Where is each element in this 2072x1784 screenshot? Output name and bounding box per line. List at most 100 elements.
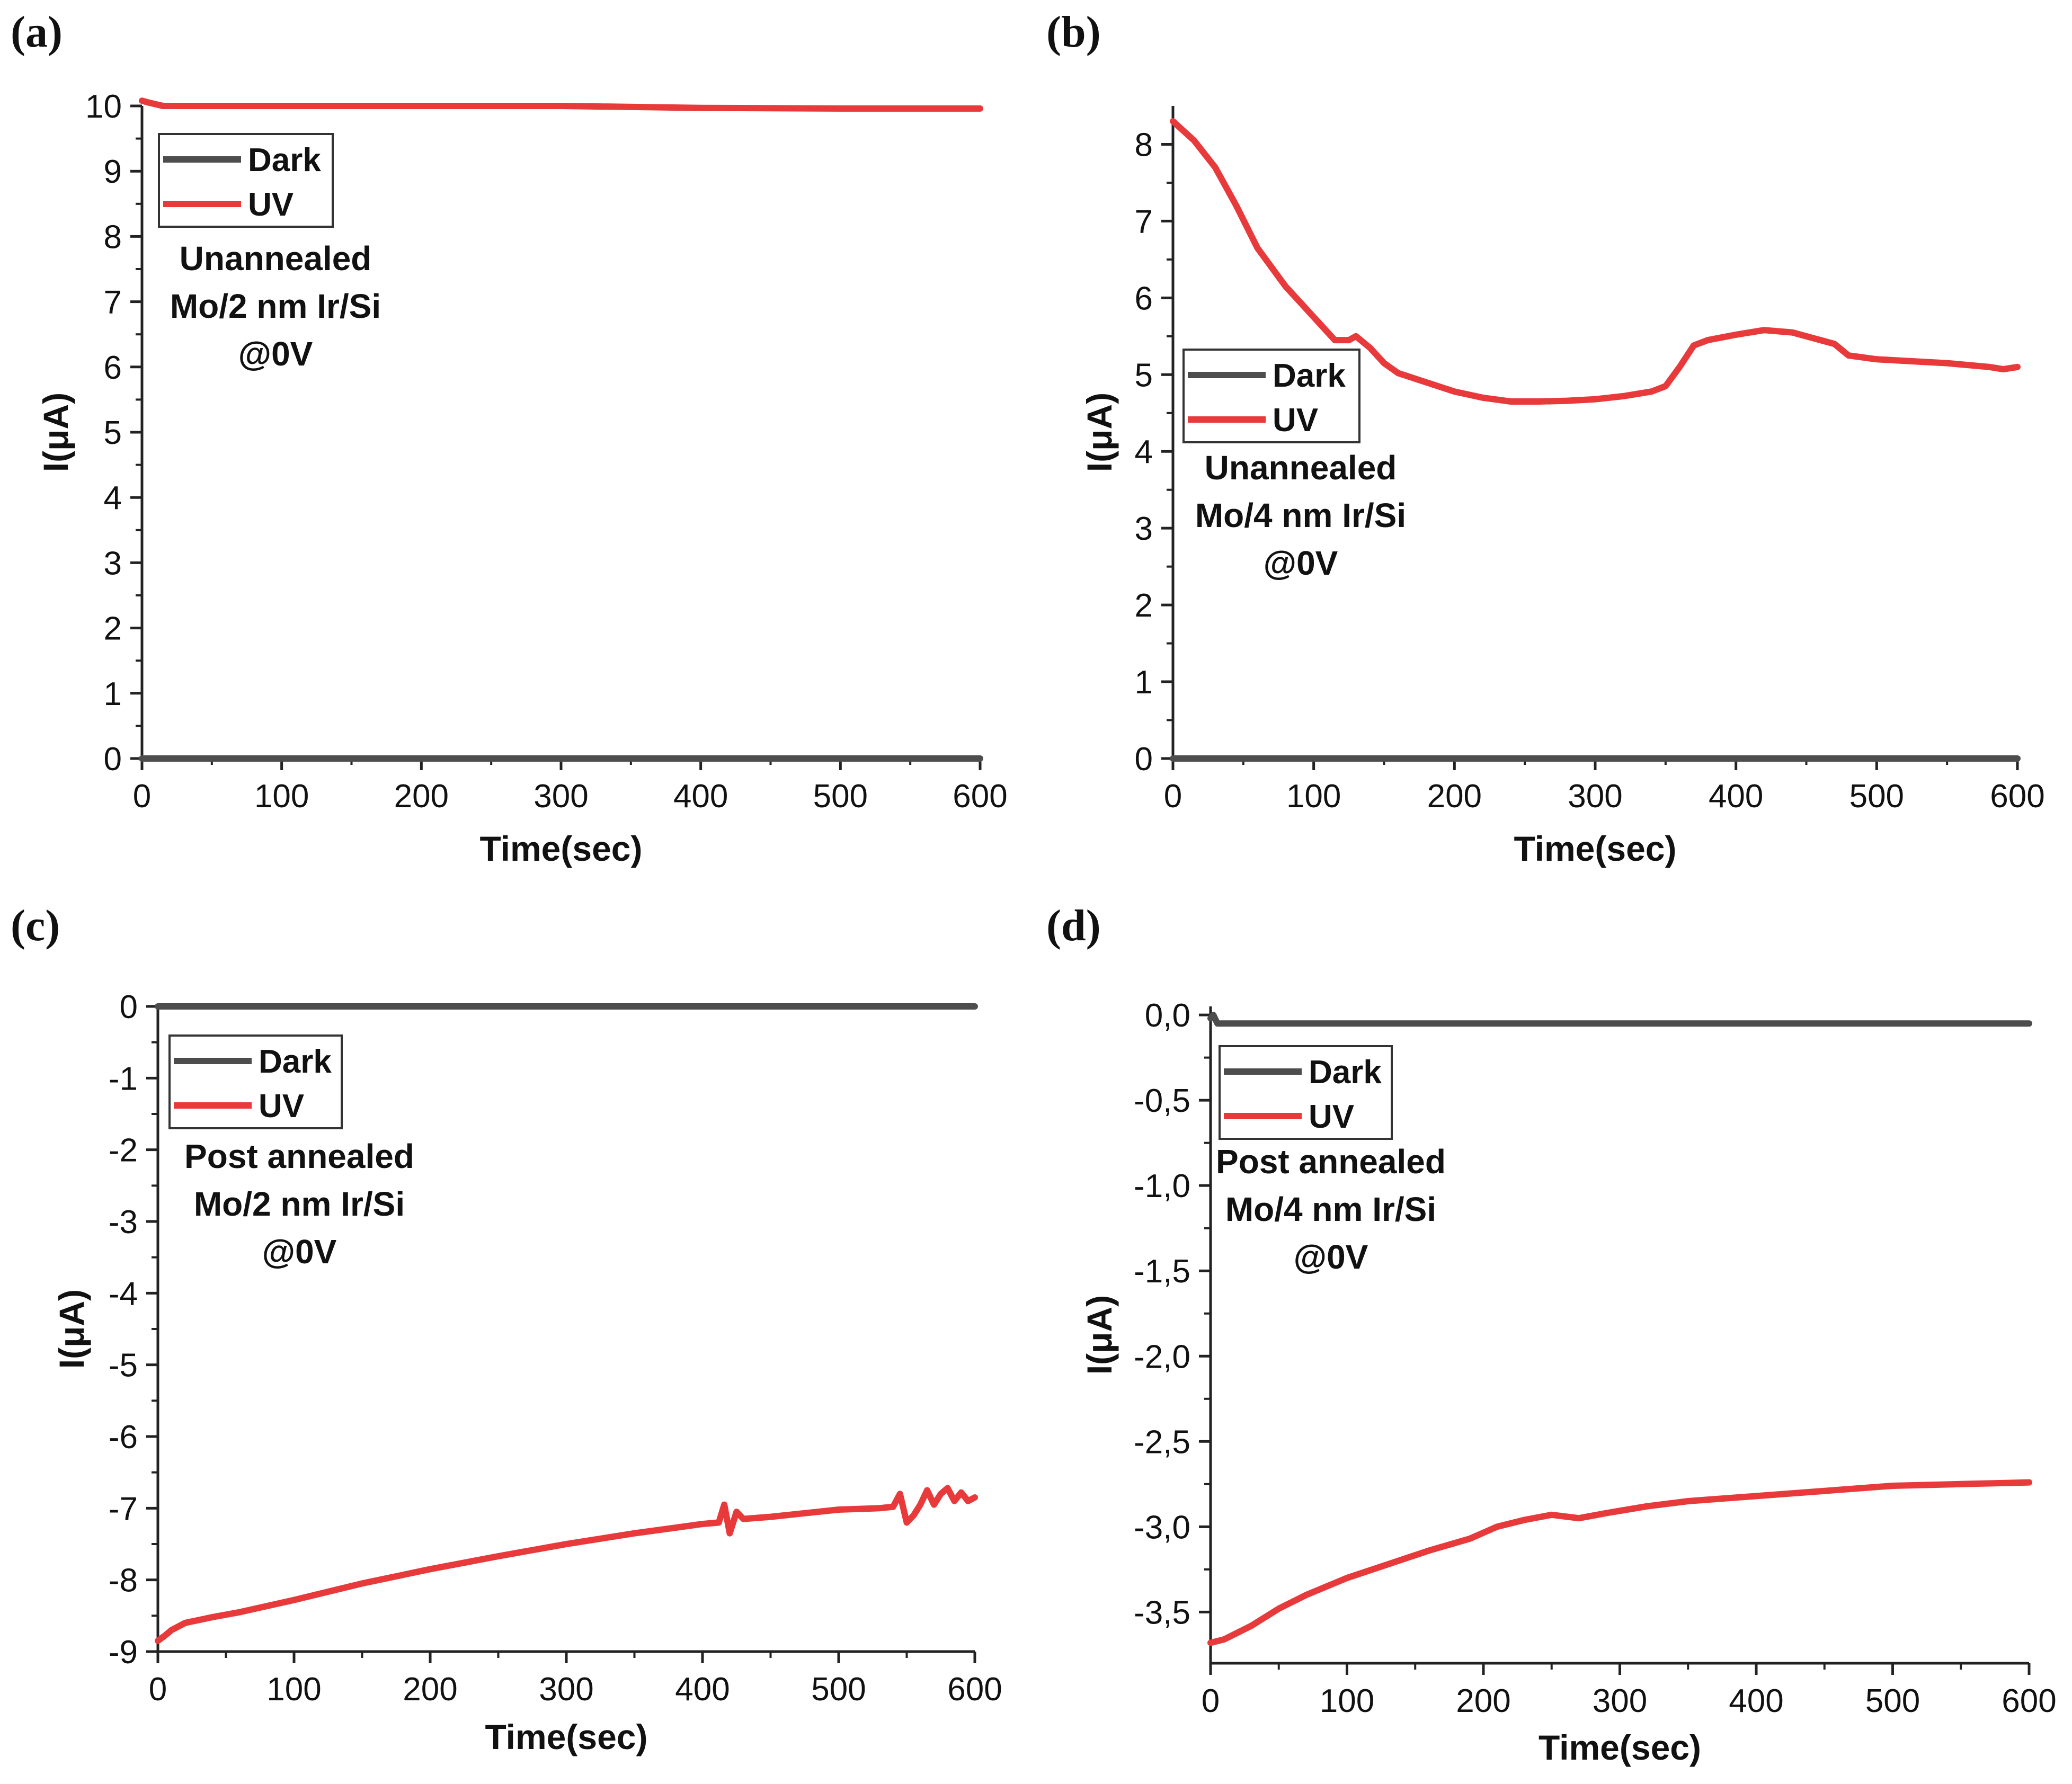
x-axis-title: Time(sec) <box>1514 829 1677 868</box>
annotation-line: @0V <box>238 335 313 373</box>
y-tick-label: -8 <box>109 1563 138 1599</box>
x-tick-label: 500 <box>813 778 868 815</box>
annotation-line: Mo/2 nm Ir/Si <box>170 287 381 325</box>
annotation-line: Unannealed <box>1205 449 1397 487</box>
y-tick-label: 5 <box>104 415 122 451</box>
y-tick-label: 7 <box>1135 203 1153 240</box>
y-tick-label: 8 <box>1135 127 1153 163</box>
y-tick-label: 0,0 <box>1145 997 1190 1034</box>
y-tick-label: -1 <box>109 1060 138 1097</box>
x-tick-label: 500 <box>1849 778 1904 815</box>
y-axis-title: I(μA) <box>1080 1295 1119 1375</box>
y-tick-label: -6 <box>109 1419 138 1456</box>
x-tick-label: 400 <box>673 778 728 815</box>
y-tick-label: 10 <box>85 88 122 125</box>
y-tick-label: -9 <box>109 1634 138 1671</box>
y-tick-label: -2 <box>109 1132 138 1169</box>
y-tick-label: -1,5 <box>1134 1253 1190 1290</box>
legend-label: Dark <box>1273 358 1346 394</box>
legend-label: Dark <box>248 142 321 179</box>
y-tick-label: 3 <box>1135 511 1153 547</box>
legend-box <box>1182 349 1360 443</box>
y-tick-label: 2 <box>104 611 122 647</box>
annotation-line: Mo/4 nm Ir/Si <box>1225 1190 1436 1228</box>
y-axis-title: I(μA) <box>52 1289 91 1369</box>
legend-label: Dark <box>1309 1054 1382 1091</box>
y-tick-label: 9 <box>104 154 122 190</box>
x-tick-label: 300 <box>539 1671 593 1708</box>
y-tick-label: 2 <box>1135 587 1153 624</box>
annotation-line: Post annealed <box>1216 1143 1446 1181</box>
series-line-uv <box>1207 1479 2032 1646</box>
x-tick-label: 500 <box>1865 1683 1920 1719</box>
legend-box <box>1219 1045 1393 1140</box>
x-axis-title: Time(sec) <box>480 829 643 868</box>
x-tick-label: 300 <box>1568 778 1622 815</box>
y-tick-label: -0,5 <box>1134 1083 1190 1119</box>
x-axis-title: Time(sec) <box>485 1717 648 1756</box>
legend-label: Dark <box>259 1043 332 1080</box>
y-axis-title: I(μA) <box>36 393 75 472</box>
y-tick-label: 3 <box>104 545 122 582</box>
x-tick-label: 100 <box>266 1671 321 1708</box>
x-tick-label: 600 <box>2002 1683 2056 1719</box>
x-tick-label: 0 <box>149 1671 167 1708</box>
y-tick-label: -4 <box>109 1275 138 1312</box>
annotation-line: Post annealed <box>184 1137 414 1175</box>
annotation-line: Mo/2 nm Ir/Si <box>194 1185 405 1223</box>
legend-label: UV <box>1273 402 1318 439</box>
y-tick-label: -2,0 <box>1134 1339 1190 1375</box>
x-tick-label: 200 <box>403 1671 457 1708</box>
legend-box <box>168 1034 343 1129</box>
legend-label: UV <box>1309 1099 1354 1135</box>
x-tick-label: 0 <box>1202 1683 1220 1719</box>
chart-panel-b: (b) 0 100 200 300 400 500 600 0 1 2 3 4 5 6 7 8 Time(sec)… <box>1046 7 2045 868</box>
x-tick-label: 0 <box>1164 778 1182 815</box>
legend-label: UV <box>259 1088 304 1125</box>
x-tick-label: 600 <box>1990 778 2044 815</box>
x-tick-label: 400 <box>1709 778 1763 815</box>
y-tick-label: 4 <box>104 480 122 516</box>
series-line-uv <box>139 97 983 112</box>
y-tick-label: 7 <box>104 284 122 321</box>
y-tick-label: -2,5 <box>1134 1424 1190 1460</box>
x-tick-label: 400 <box>675 1671 730 1708</box>
y-tick-label: 6 <box>1135 280 1153 317</box>
x-tick-label: 100 <box>1320 1683 1374 1719</box>
x-tick-label: 500 <box>811 1671 866 1708</box>
y-tick-label: -3 <box>109 1204 138 1241</box>
x-tick-label: 300 <box>1593 1683 1647 1719</box>
panel-label: (a) <box>11 7 63 57</box>
chart-panel-c: (c) 0 100 200 300 400 500 600 0 -1 -2 -3 -4 -5 -6 -7 -8 -… <box>11 901 1002 1756</box>
y-tick-label: 4 <box>1135 434 1153 470</box>
y-tick-label: -1,0 <box>1134 1168 1190 1205</box>
x-tick-label: 400 <box>1729 1683 1783 1719</box>
x-axis-title: Time(sec) <box>1539 1728 1701 1767</box>
annotation-line: @0V <box>1294 1238 1368 1276</box>
y-axis-title: I(μA) <box>1080 393 1119 472</box>
legend-label: UV <box>248 186 294 223</box>
y-tick-label: 8 <box>104 219 122 255</box>
y-tick-label: -3,0 <box>1134 1509 1190 1546</box>
x-tick-label: 0 <box>133 778 151 815</box>
chart-panel-d: (d) 0 100 200 300 400 500 600 0,0 -0,5 -1,0 -1,5 -2,… <box>1046 901 2057 1767</box>
y-tick-label: 0 <box>1135 741 1153 778</box>
annotation-line: @0V <box>1264 544 1338 582</box>
annotation-line: @0V <box>262 1233 337 1271</box>
series-line-uv <box>155 1485 978 1644</box>
x-tick-label: 200 <box>1427 778 1482 815</box>
x-tick-label: 200 <box>1456 1683 1510 1719</box>
x-tick-label: 100 <box>1286 778 1341 815</box>
y-tick-label: 0 <box>104 741 122 778</box>
panel-label: (d) <box>1046 901 1101 950</box>
series-line-uv <box>1170 118 2021 405</box>
y-tick-label: 1 <box>1135 664 1153 701</box>
y-tick-label: -5 <box>109 1348 138 1384</box>
x-tick-label: 200 <box>394 778 449 815</box>
panel-label: (b) <box>1046 7 1101 57</box>
x-tick-label: 100 <box>254 778 309 815</box>
y-tick-label: -7 <box>109 1491 138 1527</box>
annotation-line: Mo/4 nm Ir/Si <box>1195 496 1406 534</box>
chart-panel-a: (a) 0 100 200 300 400 500 600 0 1 2 3 4 5 6 7 8 9 10 Time(s… <box>11 7 1008 868</box>
